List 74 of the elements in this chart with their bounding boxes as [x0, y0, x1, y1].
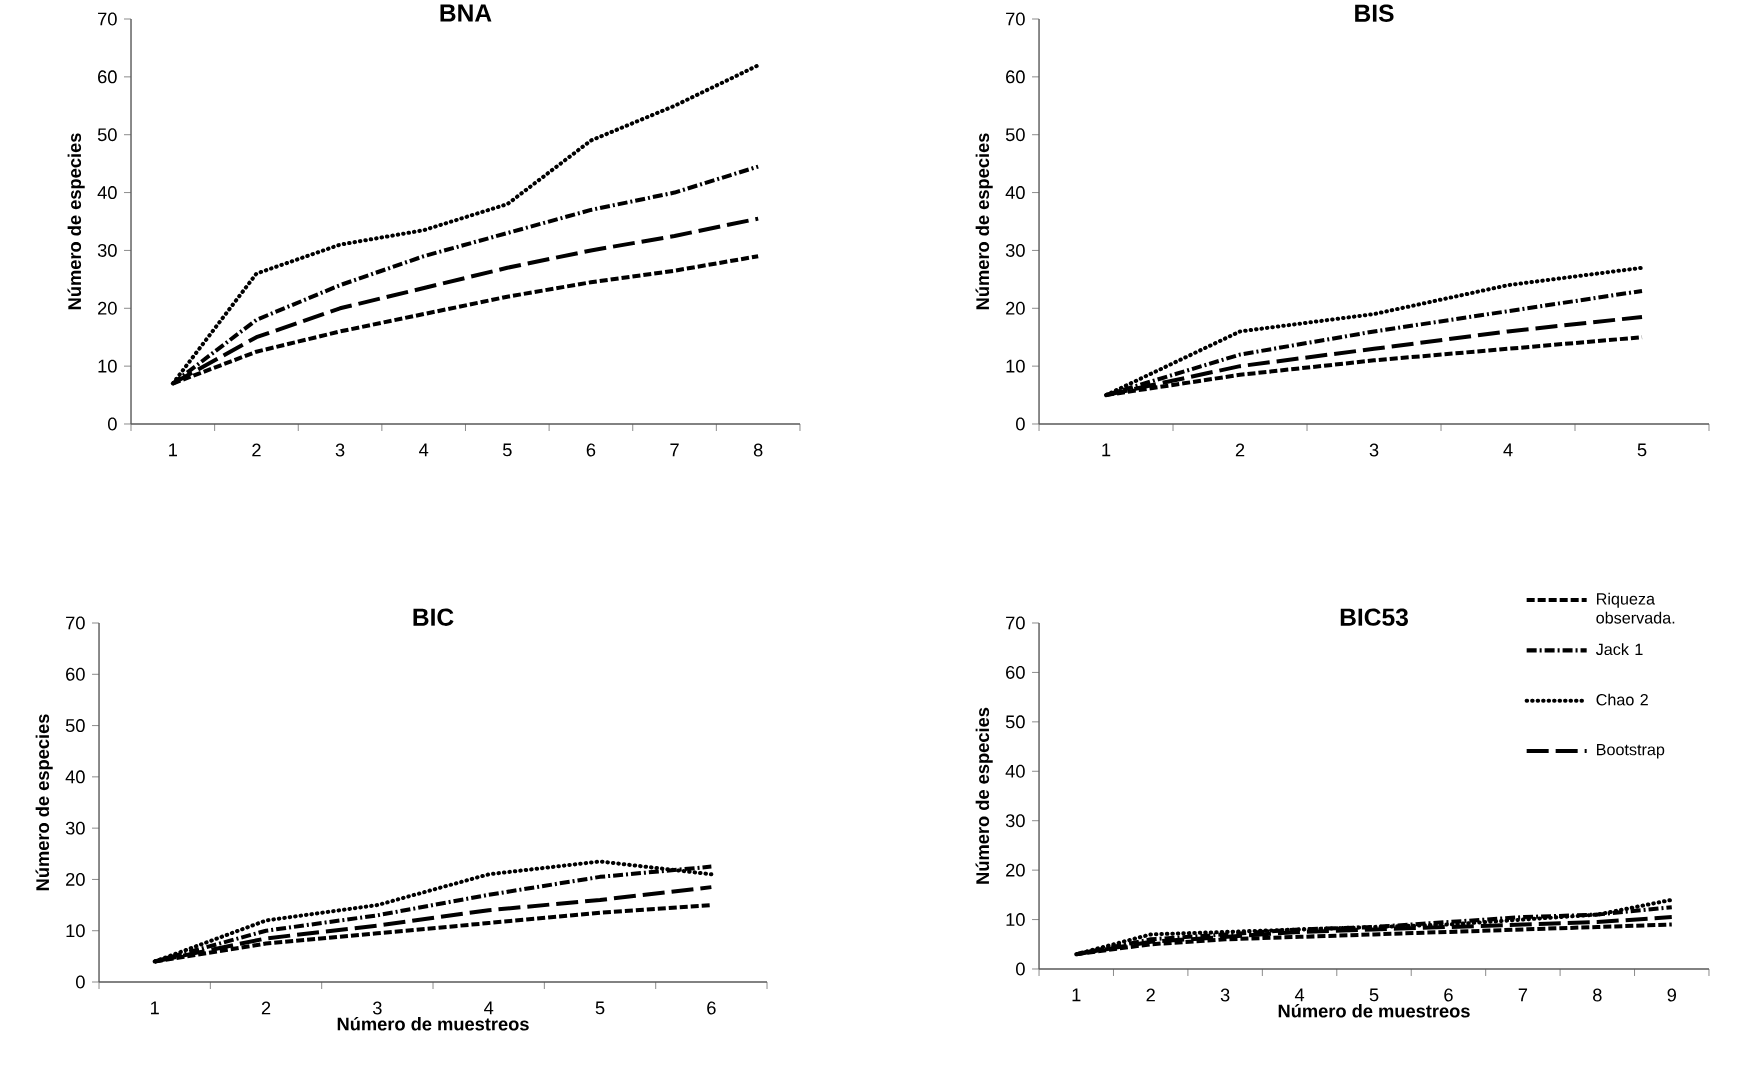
x-tick-label: 1 [1102, 443, 1111, 457]
y-tick-label: 60 [98, 70, 117, 84]
x-tick-label: 4 [1294, 988, 1305, 1002]
y-tick-label: 70 [66, 616, 85, 630]
y-tick-label: 70 [1006, 12, 1025, 26]
x-axis-title: Número de muestreos [1278, 1003, 1470, 1018]
y-tick-label: 40 [65, 770, 85, 784]
y-tick-label: 70 [1006, 616, 1025, 630]
y-tick-label: 50 [1005, 128, 1025, 142]
y-tick-label: 0 [108, 417, 117, 431]
y-tick-label: 20 [1006, 301, 1025, 315]
y-tick-label: 0 [76, 975, 85, 989]
x-tick-label: 8 [753, 443, 763, 457]
x-tick-label: 4 [484, 1001, 494, 1015]
x-tick-label: 6 [586, 443, 596, 457]
x-tick-label: 2 [252, 443, 261, 457]
y-tick-label: 20 [66, 872, 85, 886]
legend-label: Jack 1 [1595, 643, 1643, 656]
x-tick-label: 5 [502, 443, 512, 457]
chart-title: BIS [1355, 4, 1394, 22]
x-tick-label: 5 [595, 1001, 605, 1015]
y-tick-label: 60 [66, 667, 85, 681]
y-tick-label: 60 [1006, 70, 1025, 84]
legend-label: Bootstrap [1597, 744, 1665, 759]
x-tick-label: 4 [419, 443, 429, 457]
x-tick-label: 5 [1637, 443, 1647, 457]
y-tick-label: 0 [1016, 417, 1025, 431]
y-tick-label: 10 [98, 359, 117, 373]
x-tick-label: 1 [150, 1001, 159, 1015]
y-tick-label: 50 [97, 128, 117, 142]
y-tick-label: 30 [1005, 814, 1025, 828]
y-tick-label: 10 [1006, 913, 1025, 927]
y-axis-title: Número de especies [67, 133, 85, 310]
x-axis-title: Número de muestreos [337, 1016, 529, 1031]
y-tick-label: 30 [65, 821, 85, 835]
y-tick-label: 10 [66, 924, 85, 938]
x-tick-label: 1 [1072, 988, 1081, 1002]
x-tick-label: 2 [1146, 988, 1155, 1002]
y-axis-title: Número de especies [35, 714, 53, 891]
x-tick-label: 9 [1667, 988, 1676, 1002]
y-tick-label: 0 [1016, 962, 1025, 976]
y-axis-title: Número de especies [975, 133, 993, 310]
x-tick-label: 7 [1518, 988, 1528, 1002]
chart-title: BIC [413, 608, 454, 626]
x-tick-label: 6 [707, 1001, 716, 1015]
y-tick-label: 70 [98, 12, 117, 26]
x-tick-label: 1 [169, 443, 177, 457]
x-tick-label: 3 [372, 1001, 382, 1015]
x-tick-label: 8 [1593, 988, 1602, 1002]
x-tick-label: 7 [670, 443, 679, 457]
y-tick-label: 60 [1006, 665, 1025, 679]
y-tick-label: 40 [1005, 186, 1025, 200]
legend-label: Chao 2 [1596, 693, 1648, 706]
x-tick-label: 4 [1503, 443, 1513, 457]
chart-title: BNA [440, 4, 492, 22]
x-tick-label: 3 [1369, 443, 1379, 457]
y-tick-label: 50 [65, 719, 85, 733]
x-tick-label: 2 [1235, 443, 1245, 457]
y-tick-label: 40 [1005, 764, 1025, 778]
chart-title: BIC53 [1340, 608, 1408, 626]
legend-label: Riqueza observada. [1596, 592, 1675, 624]
y-tick-label: 40 [97, 186, 117, 200]
y-tick-label: 50 [1005, 715, 1025, 729]
y-tick-label: 20 [1006, 863, 1025, 877]
y-tick-label: 30 [97, 243, 117, 257]
y-axis-title: Número de especies [975, 707, 993, 884]
x-tick-label: 3 [1220, 988, 1230, 1002]
y-tick-label: 30 [1005, 243, 1025, 257]
x-tick-label: 6 [1444, 988, 1453, 1002]
y-tick-label: 20 [98, 301, 117, 315]
y-tick-label: 10 [1006, 359, 1025, 373]
x-tick-label: 2 [261, 1001, 271, 1015]
x-tick-label: 5 [1369, 988, 1379, 1002]
x-tick-label: 3 [335, 443, 345, 457]
